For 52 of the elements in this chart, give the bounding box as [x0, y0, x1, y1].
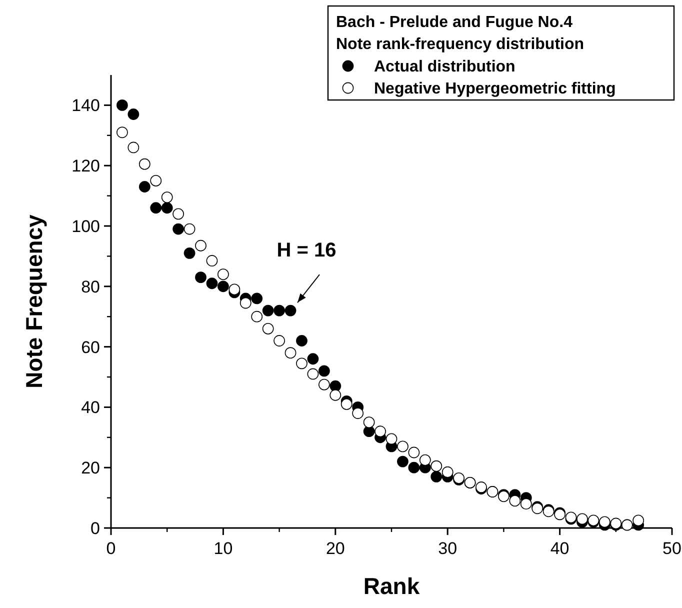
point [632, 514, 644, 526]
y-tick-label: 100 [72, 216, 100, 236]
point [520, 498, 532, 510]
point [195, 272, 206, 284]
y-tick-label: 40 [81, 398, 100, 418]
point [598, 516, 610, 528]
legend-label: Actual distribution [374, 58, 516, 76]
point [161, 202, 173, 214]
point [408, 462, 420, 474]
y-tick-label: 60 [81, 338, 100, 357]
y-tick-label: 140 [72, 96, 100, 116]
point [430, 470, 442, 482]
point [206, 278, 218, 290]
point [138, 181, 150, 192]
point [284, 304, 296, 316]
x-tick-label: 20 [326, 539, 345, 558]
y-axis-title: Note Frequency [21, 214, 47, 388]
point [172, 223, 184, 235]
y-tick-label: 120 [72, 156, 100, 176]
point [251, 292, 263, 304]
point [442, 466, 454, 478]
y-tick-label: 20 [81, 458, 100, 478]
point [352, 408, 364, 419]
point [128, 108, 140, 120]
point [397, 456, 408, 468]
x-axis-title: Rank [363, 573, 420, 599]
point [116, 100, 128, 111]
point [307, 353, 319, 365]
point [340, 398, 352, 410]
x-tick-label: 50 [662, 539, 682, 558]
point [296, 335, 308, 346]
point [509, 495, 521, 507]
y-tick-label: 0 [90, 518, 100, 538]
annotation: H = 16 [276, 240, 336, 262]
chart-subtitle: Note rank-frequency distribution [336, 36, 584, 53]
y-tick-label: 80 [81, 277, 100, 296]
point [262, 304, 274, 316]
x-tick-label: 0 [106, 539, 116, 558]
point [240, 297, 252, 309]
legend-label: Negative Hypergeometric fitting [374, 80, 616, 98]
point [228, 284, 240, 296]
chart-title: Bach - Prelude and Fugue No.4 [336, 14, 573, 31]
point [576, 513, 588, 525]
point [150, 202, 162, 214]
point [318, 365, 330, 377]
x-tick-label: 40 [550, 539, 570, 558]
point [218, 280, 229, 292]
x-tick-label: 30 [438, 539, 458, 558]
x-tick-label: 10 [214, 539, 233, 558]
point [274, 304, 285, 316]
point [184, 247, 196, 259]
point [374, 426, 386, 438]
